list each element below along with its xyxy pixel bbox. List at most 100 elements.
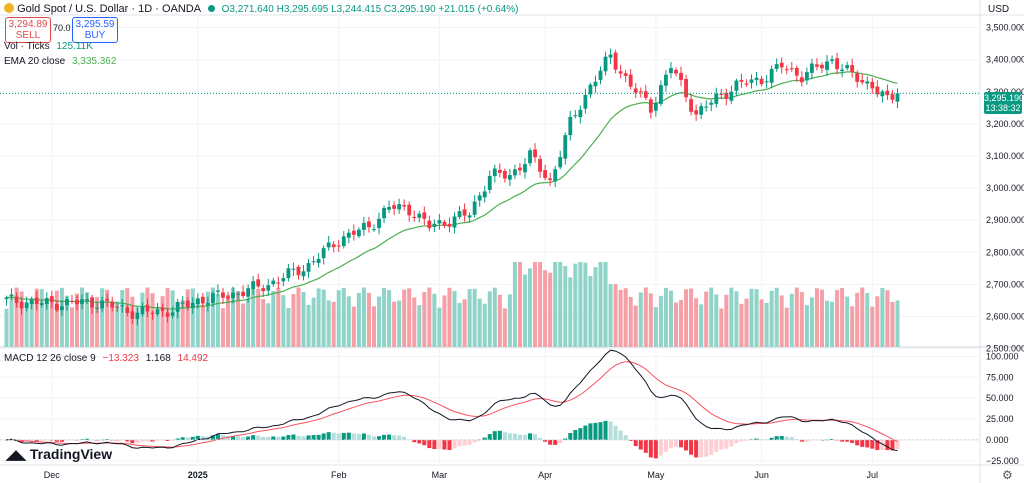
macd-histogram-bar — [105, 439, 110, 440]
macd-histogram-bar — [603, 420, 608, 440]
candle-body — [24, 302, 29, 308]
buy-button[interactable]: 3,295.59 BUY — [72, 17, 118, 43]
macd-histogram-bar — [789, 437, 794, 440]
volume-bar — [719, 308, 724, 347]
macd-histogram-bar — [507, 433, 512, 440]
candle-body — [543, 170, 548, 178]
candle-body — [664, 74, 668, 86]
candle-body — [674, 69, 678, 74]
volume-bar — [200, 304, 205, 347]
candle-body — [120, 305, 125, 307]
last-price-tag: 3,295.190 13:38:32 — [984, 92, 1024, 114]
candle-body — [865, 81, 870, 84]
volume-bar — [336, 290, 341, 347]
macd-legend[interactable]: MACD 12 26 close 9 −13.323 1.168 14.492 — [4, 353, 208, 364]
candle-body — [608, 54, 613, 58]
volume-bar — [115, 301, 120, 347]
candle-body — [397, 204, 402, 210]
candle-body — [809, 63, 814, 73]
volume-bar — [809, 297, 814, 347]
macd-histogram-bar — [44, 439, 49, 441]
candle-body — [231, 292, 235, 299]
macd-histogram-bar — [220, 435, 225, 440]
volume-bar — [14, 287, 19, 347]
macd-histogram-bar — [487, 434, 492, 440]
macd-histogram-bar — [714, 439, 719, 452]
candle-body — [850, 65, 855, 72]
volume-bar — [306, 304, 311, 347]
candle-body — [402, 205, 407, 207]
volume-bar — [95, 297, 100, 347]
currency-label[interactable]: USD — [988, 4, 1010, 15]
ema-value: 3,335.362 — [71, 56, 117, 67]
volume-bar — [467, 289, 472, 347]
macd-histogram-bar — [633, 439, 638, 447]
candle-body — [784, 69, 789, 71]
volume-bar — [180, 300, 185, 347]
macd-histogram-bar — [870, 439, 875, 449]
candle-body — [75, 300, 79, 305]
spread-value: 70.0 — [53, 23, 71, 33]
volume-bar — [125, 288, 130, 347]
volume-bar — [774, 287, 779, 347]
volume-bar — [321, 289, 326, 347]
macd-histogram-bar — [175, 438, 180, 440]
volume-bar — [432, 293, 437, 347]
macd-histogram-bar — [437, 439, 442, 449]
candle-body — [749, 79, 754, 83]
candle-body — [724, 92, 729, 99]
candle-body — [799, 77, 804, 83]
candle-body — [769, 68, 774, 83]
macd-histogram-bar — [628, 439, 633, 441]
candle-body — [588, 84, 593, 95]
price-tick-label: 3,500.000 — [986, 23, 1024, 33]
volume-bar — [407, 288, 412, 347]
volume-bar — [100, 288, 105, 347]
volume-bar — [256, 288, 261, 347]
candle-body — [513, 169, 517, 176]
macd-histogram-bar — [809, 439, 814, 441]
macd-histogram-bar — [467, 439, 472, 445]
macd-histogram-bar — [311, 435, 316, 440]
candle-body — [427, 220, 432, 229]
candle-body — [195, 298, 200, 304]
macd-histogram-bar — [54, 439, 59, 442]
macd-histogram-bar — [533, 434, 538, 440]
macd-histogram-bar — [135, 439, 140, 443]
time-tick-label: Apr — [538, 470, 552, 480]
time-tick-label: Jun — [754, 470, 769, 480]
volume-bar — [583, 262, 588, 347]
candle-body — [392, 205, 397, 209]
macd-histogram-bar — [80, 439, 85, 440]
volume-legend[interactable]: Vol · Ticks 125.11K — [4, 41, 93, 52]
sell-button[interactable]: 3,294.89 SELL — [5, 17, 51, 43]
tradingview-mark-icon: ◢◣ — [6, 447, 26, 462]
tradingview-logo[interactable]: ◢◣ TradingView — [6, 446, 112, 463]
settings-gear-icon[interactable]: ⚙ — [1002, 468, 1013, 482]
candle-body — [830, 59, 834, 61]
candle-body — [387, 206, 391, 210]
volume-bar — [220, 308, 225, 347]
macd-histogram-bar — [160, 439, 165, 441]
time-tick-label: May — [647, 470, 665, 480]
sell-label: SELL — [15, 30, 41, 41]
volume-bar — [422, 292, 427, 347]
volume-bar — [890, 301, 895, 347]
candle-body — [744, 83, 749, 85]
volume-bar — [497, 294, 502, 347]
volume-bar — [382, 288, 387, 347]
ema-legend[interactable]: EMA 20 close 3,335.362 — [4, 56, 116, 67]
candle-body — [326, 242, 331, 248]
macd-histogram-bar — [593, 422, 598, 440]
symbol-title[interactable]: Gold Spot / U.S. Dollar · 1D · OANDA — [17, 3, 201, 15]
macd-histogram-bar — [719, 439, 724, 450]
macd-line-value: 1.168 — [145, 353, 171, 364]
volume-bar — [870, 306, 875, 347]
volume-bar — [543, 270, 548, 347]
volume-bar — [784, 307, 789, 347]
macd-histogram-bar — [623, 435, 628, 440]
volume-bar — [195, 297, 200, 347]
candle-body — [331, 244, 336, 248]
macd-histogram-bar — [261, 436, 266, 440]
